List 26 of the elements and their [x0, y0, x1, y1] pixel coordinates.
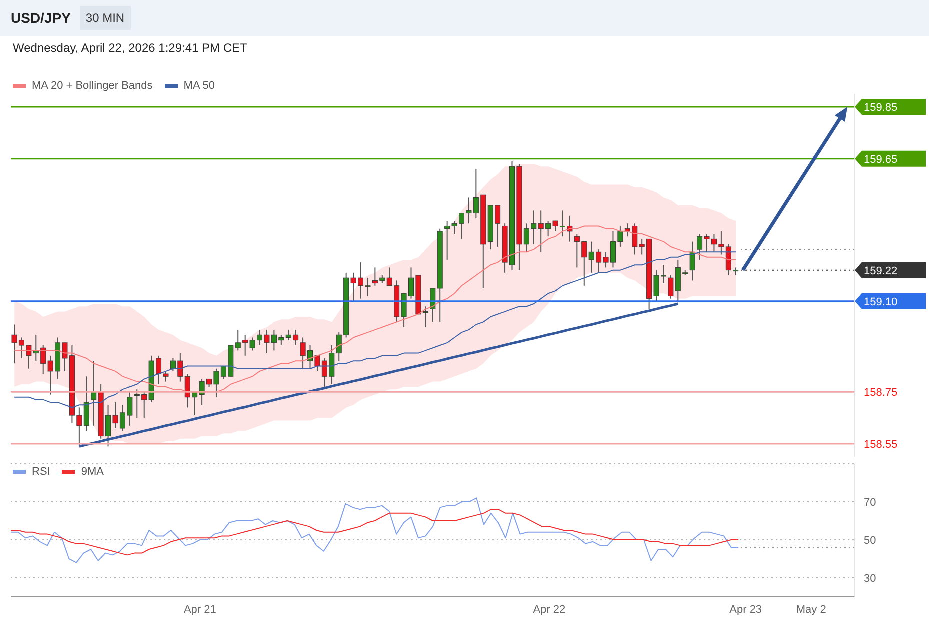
text: Wednesday, April 22, 2026 1:29:41 PM CET — [13, 41, 248, 55]
line-series — [14, 252, 736, 408]
legend-label: 9MA — [81, 465, 104, 479]
y-tick-label: 158.55 — [864, 439, 898, 452]
x-tick-label: May 2 — [796, 604, 826, 616]
chart-title: USD/JPY — [11, 10, 71, 26]
candlestick — [690, 241, 696, 282]
y-tick-label: 159.85 — [864, 102, 898, 114]
y-tick-label: 159.65 — [864, 154, 898, 166]
y-tick-label: 159.22 — [864, 265, 898, 278]
chart-subtitle: 30 MIN — [80, 6, 131, 30]
y-tick-label: 70 — [864, 497, 876, 509]
legend-label: MA 50 — [184, 79, 215, 93]
legend-label: MA 20 + Bollinger Bands — [32, 79, 153, 93]
candlestick — [84, 376, 90, 432]
x-tick-label: Apr 23 — [730, 604, 762, 616]
line-series — [10, 509, 740, 556]
y-tick-label: 159.10 — [864, 296, 898, 308]
y-tick-label: 158.75 — [864, 387, 898, 400]
y-tick-label: 30 — [864, 573, 876, 585]
line-series — [78, 302, 680, 448]
legend-label: RSI — [32, 465, 50, 479]
line-series — [10, 498, 740, 564]
y-tick-label: 50 — [864, 535, 876, 547]
x-tick-label: Apr 21 — [184, 604, 216, 616]
x-tick-label: Apr 22 — [533, 604, 566, 616]
